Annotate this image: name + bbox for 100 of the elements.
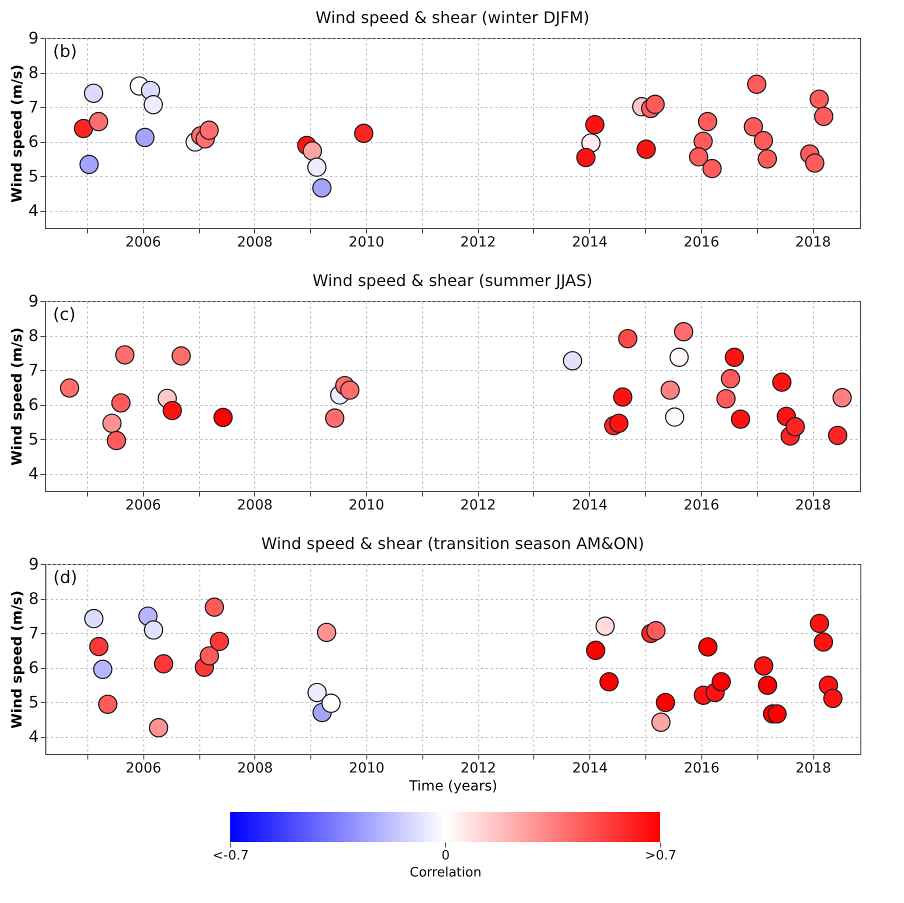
x-tick-label: 2008 — [237, 498, 273, 514]
point — [645, 94, 665, 114]
point — [595, 616, 615, 636]
y-tick-label: 5 — [28, 692, 39, 712]
point — [720, 369, 740, 388]
x-tick-label: 2008 — [237, 234, 273, 250]
point — [767, 704, 787, 724]
point — [307, 682, 327, 702]
x-tick-label: 2016 — [684, 760, 720, 776]
y-tick-label: 8 — [28, 63, 38, 82]
point — [724, 348, 744, 367]
x-tick-label: 2016 — [684, 498, 720, 514]
point — [172, 346, 191, 366]
point — [599, 672, 619, 692]
color-bar-title: Correlation — [410, 866, 482, 880]
point — [669, 348, 689, 367]
point — [106, 430, 126, 450]
y-axis-title: Wind speed (m/s) — [9, 327, 26, 466]
point — [656, 692, 676, 712]
point — [162, 400, 182, 420]
point — [754, 656, 774, 676]
point — [148, 718, 168, 738]
point — [340, 380, 360, 400]
annotation: (c) — [53, 305, 76, 325]
point — [805, 153, 824, 173]
point — [88, 112, 108, 132]
x-tick-label: 2014 — [572, 498, 608, 514]
y-tick-label: 5 — [28, 166, 38, 186]
point — [758, 149, 778, 169]
point — [712, 672, 731, 692]
y-tick-label: 6 — [28, 395, 38, 414]
point — [702, 158, 722, 178]
y-tick-label: 9 — [28, 554, 39, 574]
x-tick-label: 2010 — [348, 498, 384, 514]
chart-title: Wind speed & shear (winter DJFM) — [315, 8, 590, 27]
point — [84, 84, 104, 103]
chart-title: Wind speed & shear (transition season AM&ON) — [261, 534, 644, 553]
point — [693, 132, 713, 151]
point — [674, 322, 694, 342]
y-tick-label: 6 — [28, 658, 39, 678]
point — [154, 654, 174, 674]
y-tick-label: 5 — [28, 430, 38, 449]
point — [744, 117, 764, 136]
point — [660, 380, 680, 400]
x-tick-label: 2014 — [572, 760, 608, 776]
point — [200, 646, 220, 666]
point — [135, 128, 155, 148]
point — [716, 389, 736, 408]
point — [613, 387, 632, 407]
x-tick-label: 2012 — [460, 498, 496, 514]
x-axis-title: Time (years) — [408, 778, 498, 794]
y-tick-label: 8 — [28, 326, 38, 346]
point — [651, 712, 671, 732]
point — [316, 622, 336, 642]
x-tick-label: 2012 — [460, 760, 496, 776]
x-tick-label: 2006 — [126, 760, 162, 776]
point — [307, 158, 327, 177]
color-bar-label: <-0.7 — [212, 848, 249, 864]
point — [758, 676, 778, 695]
point — [698, 637, 718, 657]
point — [204, 598, 224, 617]
point — [210, 632, 230, 652]
point — [698, 112, 718, 132]
point — [144, 95, 163, 114]
x-tick-label: 2018 — [795, 234, 831, 250]
y-tick-label: 6 — [28, 132, 38, 152]
point — [354, 124, 374, 144]
point — [730, 409, 750, 429]
x-tick-label: 2018 — [795, 498, 831, 514]
point — [585, 115, 605, 134]
point — [772, 372, 792, 392]
point — [89, 636, 109, 656]
y-tick-label: 9 — [28, 292, 38, 310]
x-tick-label: 2014 — [572, 234, 608, 250]
x-tick-label: 2010 — [348, 234, 384, 250]
point — [828, 426, 848, 446]
point — [664, 407, 684, 427]
point — [93, 660, 112, 680]
y-tick-label: 4 — [28, 727, 39, 746]
point — [810, 89, 829, 109]
point — [102, 414, 122, 433]
point — [321, 694, 341, 713]
x-tick-label: 2018 — [795, 760, 832, 776]
point — [111, 393, 131, 413]
point — [786, 417, 805, 436]
point — [325, 408, 344, 428]
point — [576, 148, 596, 168]
point — [60, 378, 80, 398]
y-tick-label: 8 — [28, 589, 39, 608]
chart-title: Wind speed & shear (summer JJAS) — [312, 271, 592, 290]
point — [814, 106, 834, 126]
point — [98, 694, 118, 714]
y-tick-label: 4 — [28, 201, 38, 220]
point — [74, 118, 94, 138]
point — [144, 620, 164, 640]
point — [84, 608, 104, 628]
point — [823, 688, 843, 708]
y-tick-label: 7 — [28, 98, 38, 117]
point — [747, 74, 766, 94]
x-tick-label: 2012 — [460, 234, 496, 250]
